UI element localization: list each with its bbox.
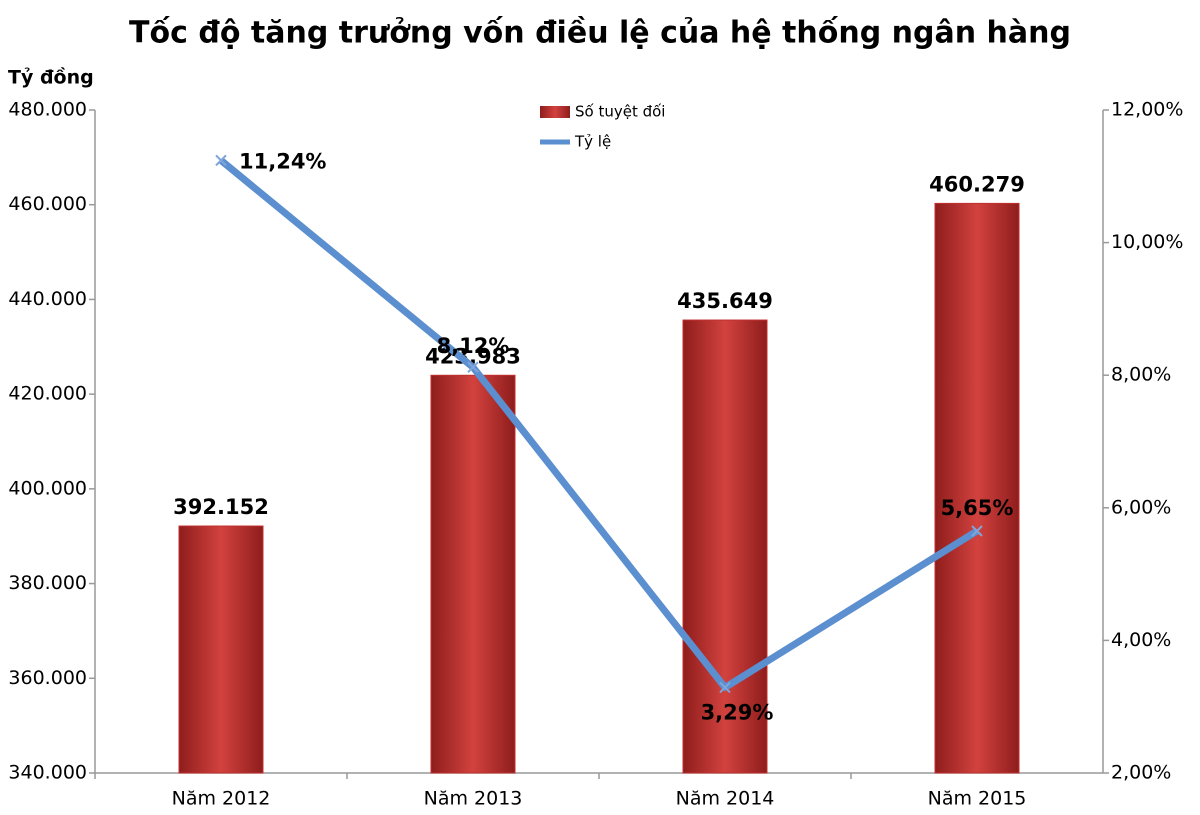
line [218,157,979,691]
line-marker [719,681,731,694]
line-marker [467,361,479,373]
y2-tick-label: 12,00% [1111,99,1183,121]
bar [178,525,264,774]
legend-swatch [540,106,570,118]
y-tick-label: 360.000 [8,667,87,689]
bar [430,374,516,774]
line-marker [215,154,227,167]
bar [682,319,768,774]
y-tick-label: 340.000 [8,762,87,784]
y-axis-label: Tỷ đồng [8,66,94,89]
y-tick-label: 400.000 [8,477,87,499]
y2-tick-label: 2,00% [1111,762,1171,784]
bar-value-label: 392.152 [173,495,269,519]
x-tick-label: Năm 2013 [424,788,523,810]
y-tick-label: 440.000 [8,288,87,310]
y2-tick-label: 6,00% [1111,496,1171,518]
x-tick-label: Năm 2012 [172,788,271,810]
legend-label: Tỷ lệ [574,133,611,151]
line-marker [971,525,983,537]
y2-tick-label: 8,00% [1111,364,1171,386]
line-value-label: 3,29% [701,700,774,724]
x-tick-label: Năm 2015 [928,788,1027,810]
line-value-label: 5,65% [941,496,1014,520]
y-tick-label: 460.000 [8,193,87,215]
line-value-label: 11,24% [239,149,326,173]
y2-tick-label: 4,00% [1111,629,1171,651]
chart-title: Tốc độ tăng trưởng vốn điều lệ của hệ th… [129,16,1071,51]
bar-value-label: 435.649 [677,289,773,313]
legend-label: Số tuyệt đối [575,103,665,121]
y-tick-label: 420.000 [8,383,87,405]
y-tick-label: 380.000 [8,572,87,594]
bar [934,202,1020,774]
bar-value-label: 460.279 [929,172,1025,196]
y-tick-label: 480.000 [8,99,87,121]
y2-tick-label: 10,00% [1111,231,1183,253]
line-value-label: 8,12% [437,334,510,358]
x-tick-label: Năm 2014 [676,788,775,810]
